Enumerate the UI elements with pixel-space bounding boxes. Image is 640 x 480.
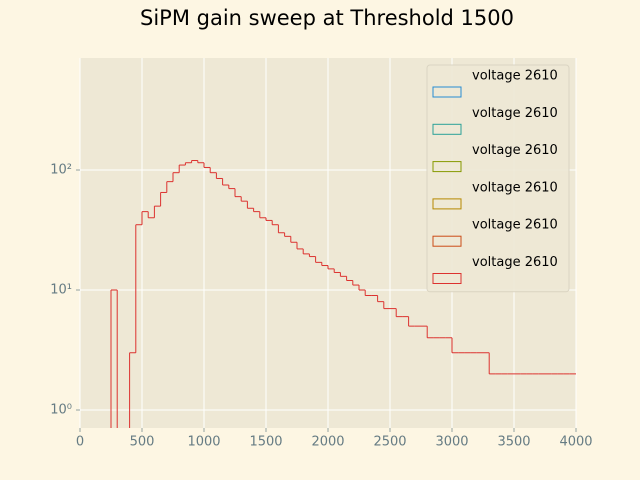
legend-box bbox=[426, 64, 570, 293]
x-tick-label: 2500 bbox=[373, 435, 406, 450]
legend-swatch bbox=[432, 273, 462, 284]
x-tick-label: 500 bbox=[130, 435, 155, 450]
legend-swatch bbox=[432, 161, 462, 173]
y-tick-label: 10¹ bbox=[50, 283, 72, 298]
x-tick-label: 3000 bbox=[435, 435, 468, 450]
x-tick-label: 1000 bbox=[187, 435, 220, 450]
x-tick-label: 4000 bbox=[559, 435, 592, 450]
x-tick-label: 1500 bbox=[249, 435, 282, 450]
legend-label: voltage 2610 bbox=[472, 143, 558, 158]
x-tick-label: 0 bbox=[76, 435, 84, 450]
legend-swatch bbox=[432, 123, 462, 135]
chart-title: SiPM gain sweep at Threshold 1500 bbox=[140, 6, 514, 30]
plot-area bbox=[110, 160, 576, 428]
x-tick-label: 3500 bbox=[497, 435, 530, 450]
legend-label: voltage 2610 bbox=[472, 255, 558, 270]
y-tick-label: 10⁰ bbox=[50, 403, 72, 418]
legend-swatch bbox=[432, 198, 462, 210]
y-tick-label: 10² bbox=[50, 163, 72, 178]
legend: voltage 2610 voltage 2610 voltage 2610 volt… bbox=[426, 64, 570, 293]
legend-swatch bbox=[432, 86, 462, 98]
x-tick-label: 2000 bbox=[311, 435, 344, 450]
legend-label: voltage 2610 bbox=[472, 180, 558, 195]
legend-label: voltage 2610 bbox=[472, 69, 558, 84]
legend-swatch bbox=[432, 235, 462, 247]
legend-label: voltage 2610 bbox=[472, 218, 558, 233]
legend-label: voltage 2610 bbox=[472, 106, 558, 121]
